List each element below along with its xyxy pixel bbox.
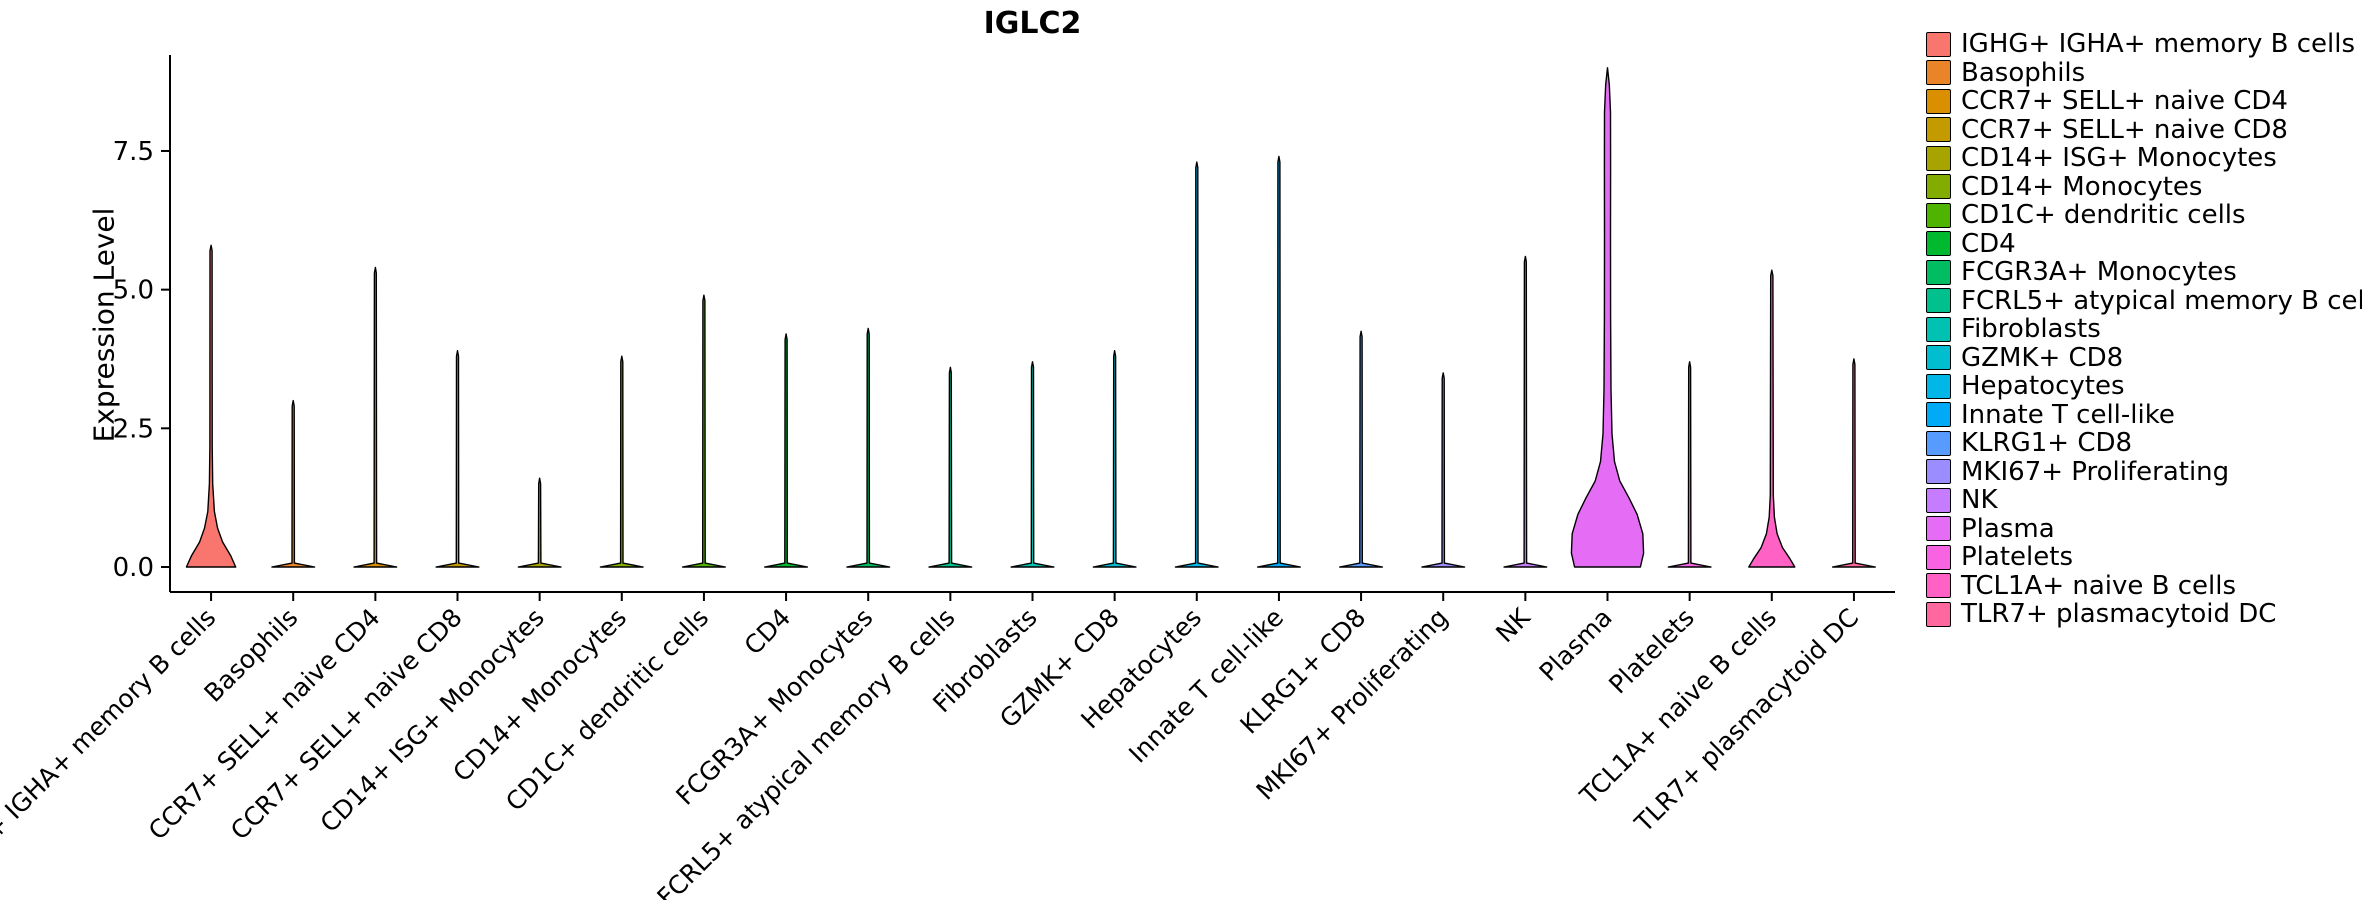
legend-label: FCRL5+ atypical memory B cells bbox=[1961, 285, 2362, 316]
legend-label: CCR7+ SELL+ naive CD4 bbox=[1961, 86, 2288, 117]
legend-label: Plasma bbox=[1961, 513, 2055, 544]
legend-swatch bbox=[1926, 202, 1951, 228]
legend-item: GZMK+ CD8 bbox=[1926, 342, 2362, 373]
legend-swatch bbox=[1926, 459, 1951, 485]
legend-swatch bbox=[1926, 288, 1951, 314]
legend-swatch bbox=[1926, 259, 1951, 285]
violin bbox=[1667, 361, 1712, 568]
legend-item: Hepatocytes bbox=[1926, 371, 2362, 402]
violin bbox=[1831, 358, 1876, 568]
legend-item: CCR7+ SELL+ naive CD4 bbox=[1926, 86, 2362, 117]
legend-label: IGHG+ IGHA+ memory B cells bbox=[1961, 29, 2356, 60]
legend-swatch bbox=[1926, 88, 1951, 114]
legend-label: Basophils bbox=[1961, 57, 2086, 88]
violin bbox=[435, 350, 480, 568]
legend-item: CCR7+ SELL+ naive CD8 bbox=[1926, 114, 2362, 145]
legend-item: Platelets bbox=[1926, 542, 2362, 573]
legend-item: TLR7+ plasmacytoid DC bbox=[1926, 599, 2362, 630]
violin bbox=[1570, 67, 1645, 568]
violin bbox=[846, 327, 891, 568]
legend-label: KLRG1+ CD8 bbox=[1961, 428, 2133, 459]
legend-swatch bbox=[1926, 231, 1951, 257]
x-tick-label: Innate T cell-like bbox=[1123, 603, 1289, 769]
legend-swatch bbox=[1926, 31, 1951, 57]
violin bbox=[1010, 361, 1055, 568]
legend-label: CD1C+ dendritic cells bbox=[1961, 200, 2246, 231]
legend-swatch bbox=[1926, 117, 1951, 143]
legend: IGHG+ IGHA+ memory B cells Basophils CCR7+… bbox=[1926, 29, 2362, 630]
legend-item: NK bbox=[1926, 485, 2362, 516]
y-tick-label: 7.5 bbox=[113, 137, 154, 167]
violin bbox=[1421, 372, 1466, 568]
legend-label: Fibroblasts bbox=[1961, 314, 2101, 345]
legend-label: MKI67+ Proliferating bbox=[1961, 456, 2230, 487]
legend-swatch bbox=[1926, 601, 1951, 627]
violin bbox=[517, 477, 562, 568]
legend-swatch bbox=[1926, 316, 1951, 342]
legend-item: Innate T cell-like bbox=[1926, 399, 2362, 430]
x-tick-label: FCRL5+ atypical memory B cells bbox=[651, 603, 960, 900]
violin bbox=[1339, 330, 1384, 568]
legend-item: MKI67+ Proliferating bbox=[1926, 456, 2362, 487]
chart-title: IGLC2 bbox=[983, 6, 1082, 41]
violin bbox=[764, 333, 809, 568]
legend-label: FCGR3A+ Monocytes bbox=[1961, 257, 2237, 288]
legend-label: TLR7+ plasmacytoid DC bbox=[1961, 599, 2277, 630]
x-tick-label: CD4 bbox=[739, 603, 797, 661]
legend-swatch bbox=[1926, 573, 1951, 599]
legend-label: CD14+ ISG+ Monocytes bbox=[1961, 143, 2277, 174]
violin bbox=[681, 294, 726, 568]
violin bbox=[271, 399, 316, 568]
x-tick-label: IGHG+ IGHA+ memory B cells bbox=[0, 603, 221, 891]
legend-item: Plasma bbox=[1926, 513, 2362, 544]
legend-swatch bbox=[1926, 174, 1951, 200]
legend-label: Innate T cell-like bbox=[1961, 399, 2175, 430]
legend-label: NK bbox=[1961, 485, 1998, 516]
legend-label: GZMK+ CD8 bbox=[1961, 342, 2124, 373]
legend-item: Fibroblasts bbox=[1926, 314, 2362, 345]
legend-item: TCL1A+ naive B cells bbox=[1926, 570, 2362, 601]
legend-label: CD4 bbox=[1961, 228, 2016, 259]
legend-item: CD14+ Monocytes bbox=[1926, 171, 2362, 202]
legend-swatch bbox=[1926, 373, 1951, 399]
legend-swatch bbox=[1926, 516, 1951, 542]
legend-swatch bbox=[1926, 544, 1951, 570]
legend-item: FCGR3A+ Monocytes bbox=[1926, 257, 2362, 288]
legend-swatch bbox=[1926, 345, 1951, 371]
legend-swatch bbox=[1926, 430, 1951, 456]
violin bbox=[1092, 350, 1137, 568]
legend-label: CCR7+ SELL+ naive CD8 bbox=[1961, 114, 2288, 145]
legend-item: CD14+ ISG+ Monocytes bbox=[1926, 143, 2362, 174]
legend-item: Basophils bbox=[1926, 57, 2362, 88]
legend-swatch bbox=[1926, 145, 1951, 171]
legend-item: FCRL5+ atypical memory B cells bbox=[1926, 285, 2362, 316]
legend-item: CD1C+ dendritic cells bbox=[1926, 200, 2362, 231]
y-tick-label: 0.0 bbox=[113, 553, 154, 583]
violin bbox=[1174, 161, 1219, 568]
legend-label: TCL1A+ naive B cells bbox=[1961, 570, 2237, 601]
legend-item: KLRG1+ CD8 bbox=[1926, 428, 2362, 459]
violin bbox=[1748, 269, 1796, 568]
violin bbox=[928, 366, 973, 568]
violin bbox=[1256, 155, 1301, 568]
violin bbox=[185, 244, 237, 568]
violin bbox=[1503, 255, 1548, 568]
legend-label: Platelets bbox=[1961, 542, 2073, 573]
y-tick-label: 5.0 bbox=[113, 276, 154, 306]
y-tick-label: 2.5 bbox=[113, 414, 154, 444]
x-tick-label: NK bbox=[1490, 602, 1536, 648]
legend-swatch bbox=[1926, 487, 1951, 513]
legend-label: CD14+ Monocytes bbox=[1961, 171, 2203, 202]
violin bbox=[599, 355, 644, 568]
legend-swatch bbox=[1926, 60, 1951, 86]
violin bbox=[353, 266, 398, 568]
x-tick-label: Plasma bbox=[1534, 603, 1618, 687]
legend-item: CD4 bbox=[1926, 228, 2362, 259]
legend-label: Hepatocytes bbox=[1961, 371, 2125, 402]
legend-item: IGHG+ IGHA+ memory B cells bbox=[1926, 29, 2362, 60]
legend-swatch bbox=[1926, 402, 1951, 428]
